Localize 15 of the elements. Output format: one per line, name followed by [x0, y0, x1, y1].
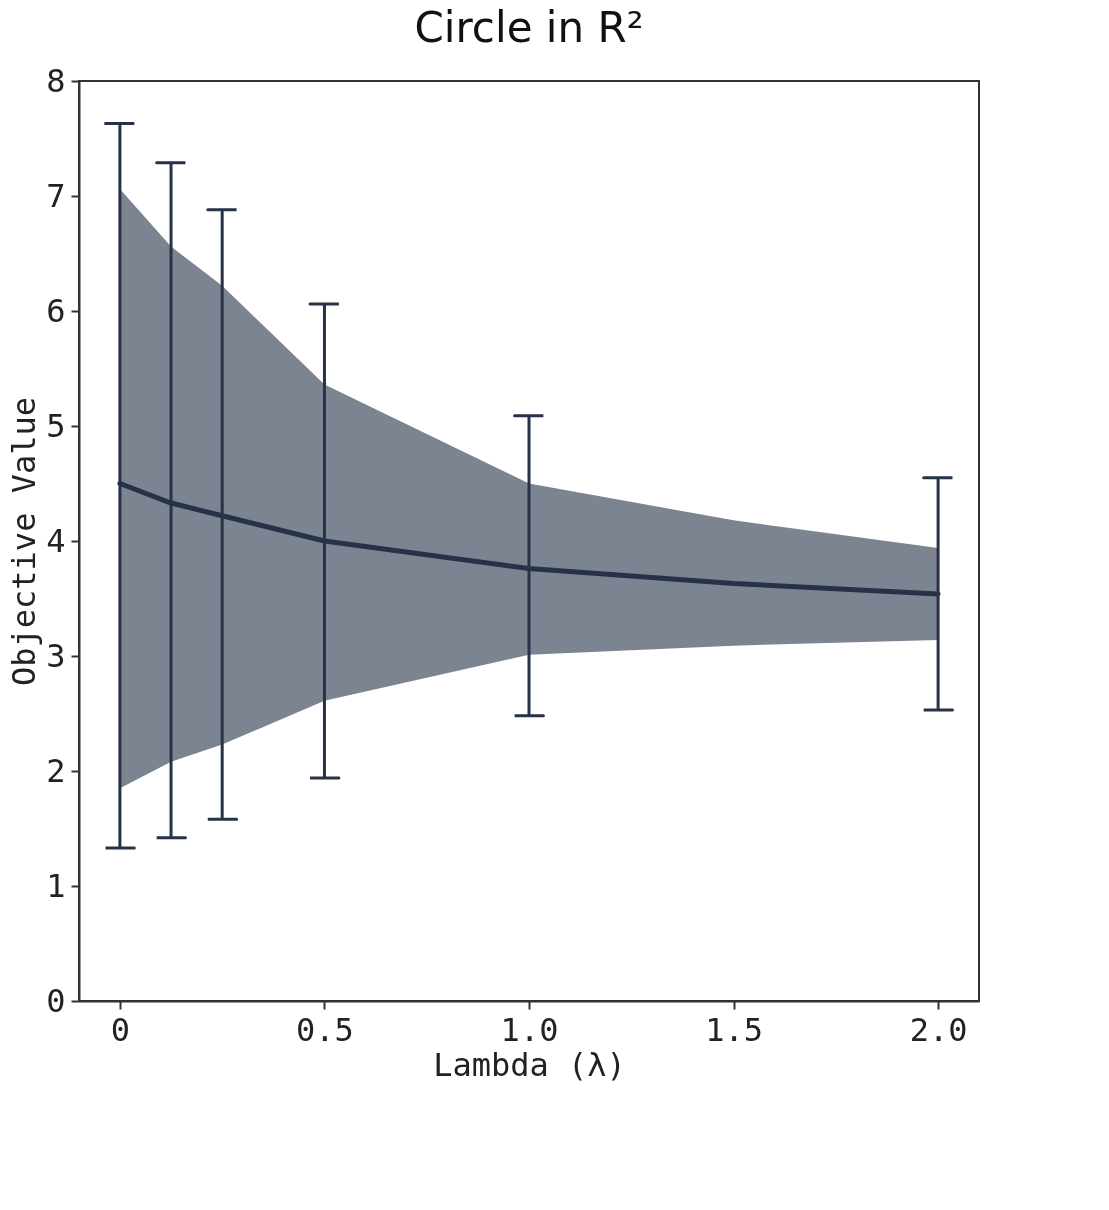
y-tick-label: 5 — [46, 406, 66, 445]
y-axis-title: Objective Value — [5, 397, 44, 686]
y-tick-label: 1 — [46, 866, 66, 905]
y-tick-label: 7 — [46, 176, 66, 215]
x-tick-label: 2.0 — [909, 1010, 968, 1049]
y-tick-label: 2 — [46, 751, 66, 790]
x-tick-label: 1.5 — [705, 1010, 763, 1049]
y-tick-label: 4 — [46, 521, 66, 560]
y-tick-label: 0 — [46, 981, 66, 1020]
x-tick-label: 0 — [110, 1010, 131, 1049]
y-tick-label: 6 — [46, 291, 66, 330]
y-tick-label: 8 — [46, 61, 66, 100]
x-tick-label: 0.5 — [296, 1010, 354, 1049]
y-tick-label: 3 — [46, 636, 66, 675]
chart-title: Circle in R² — [414, 3, 644, 52]
